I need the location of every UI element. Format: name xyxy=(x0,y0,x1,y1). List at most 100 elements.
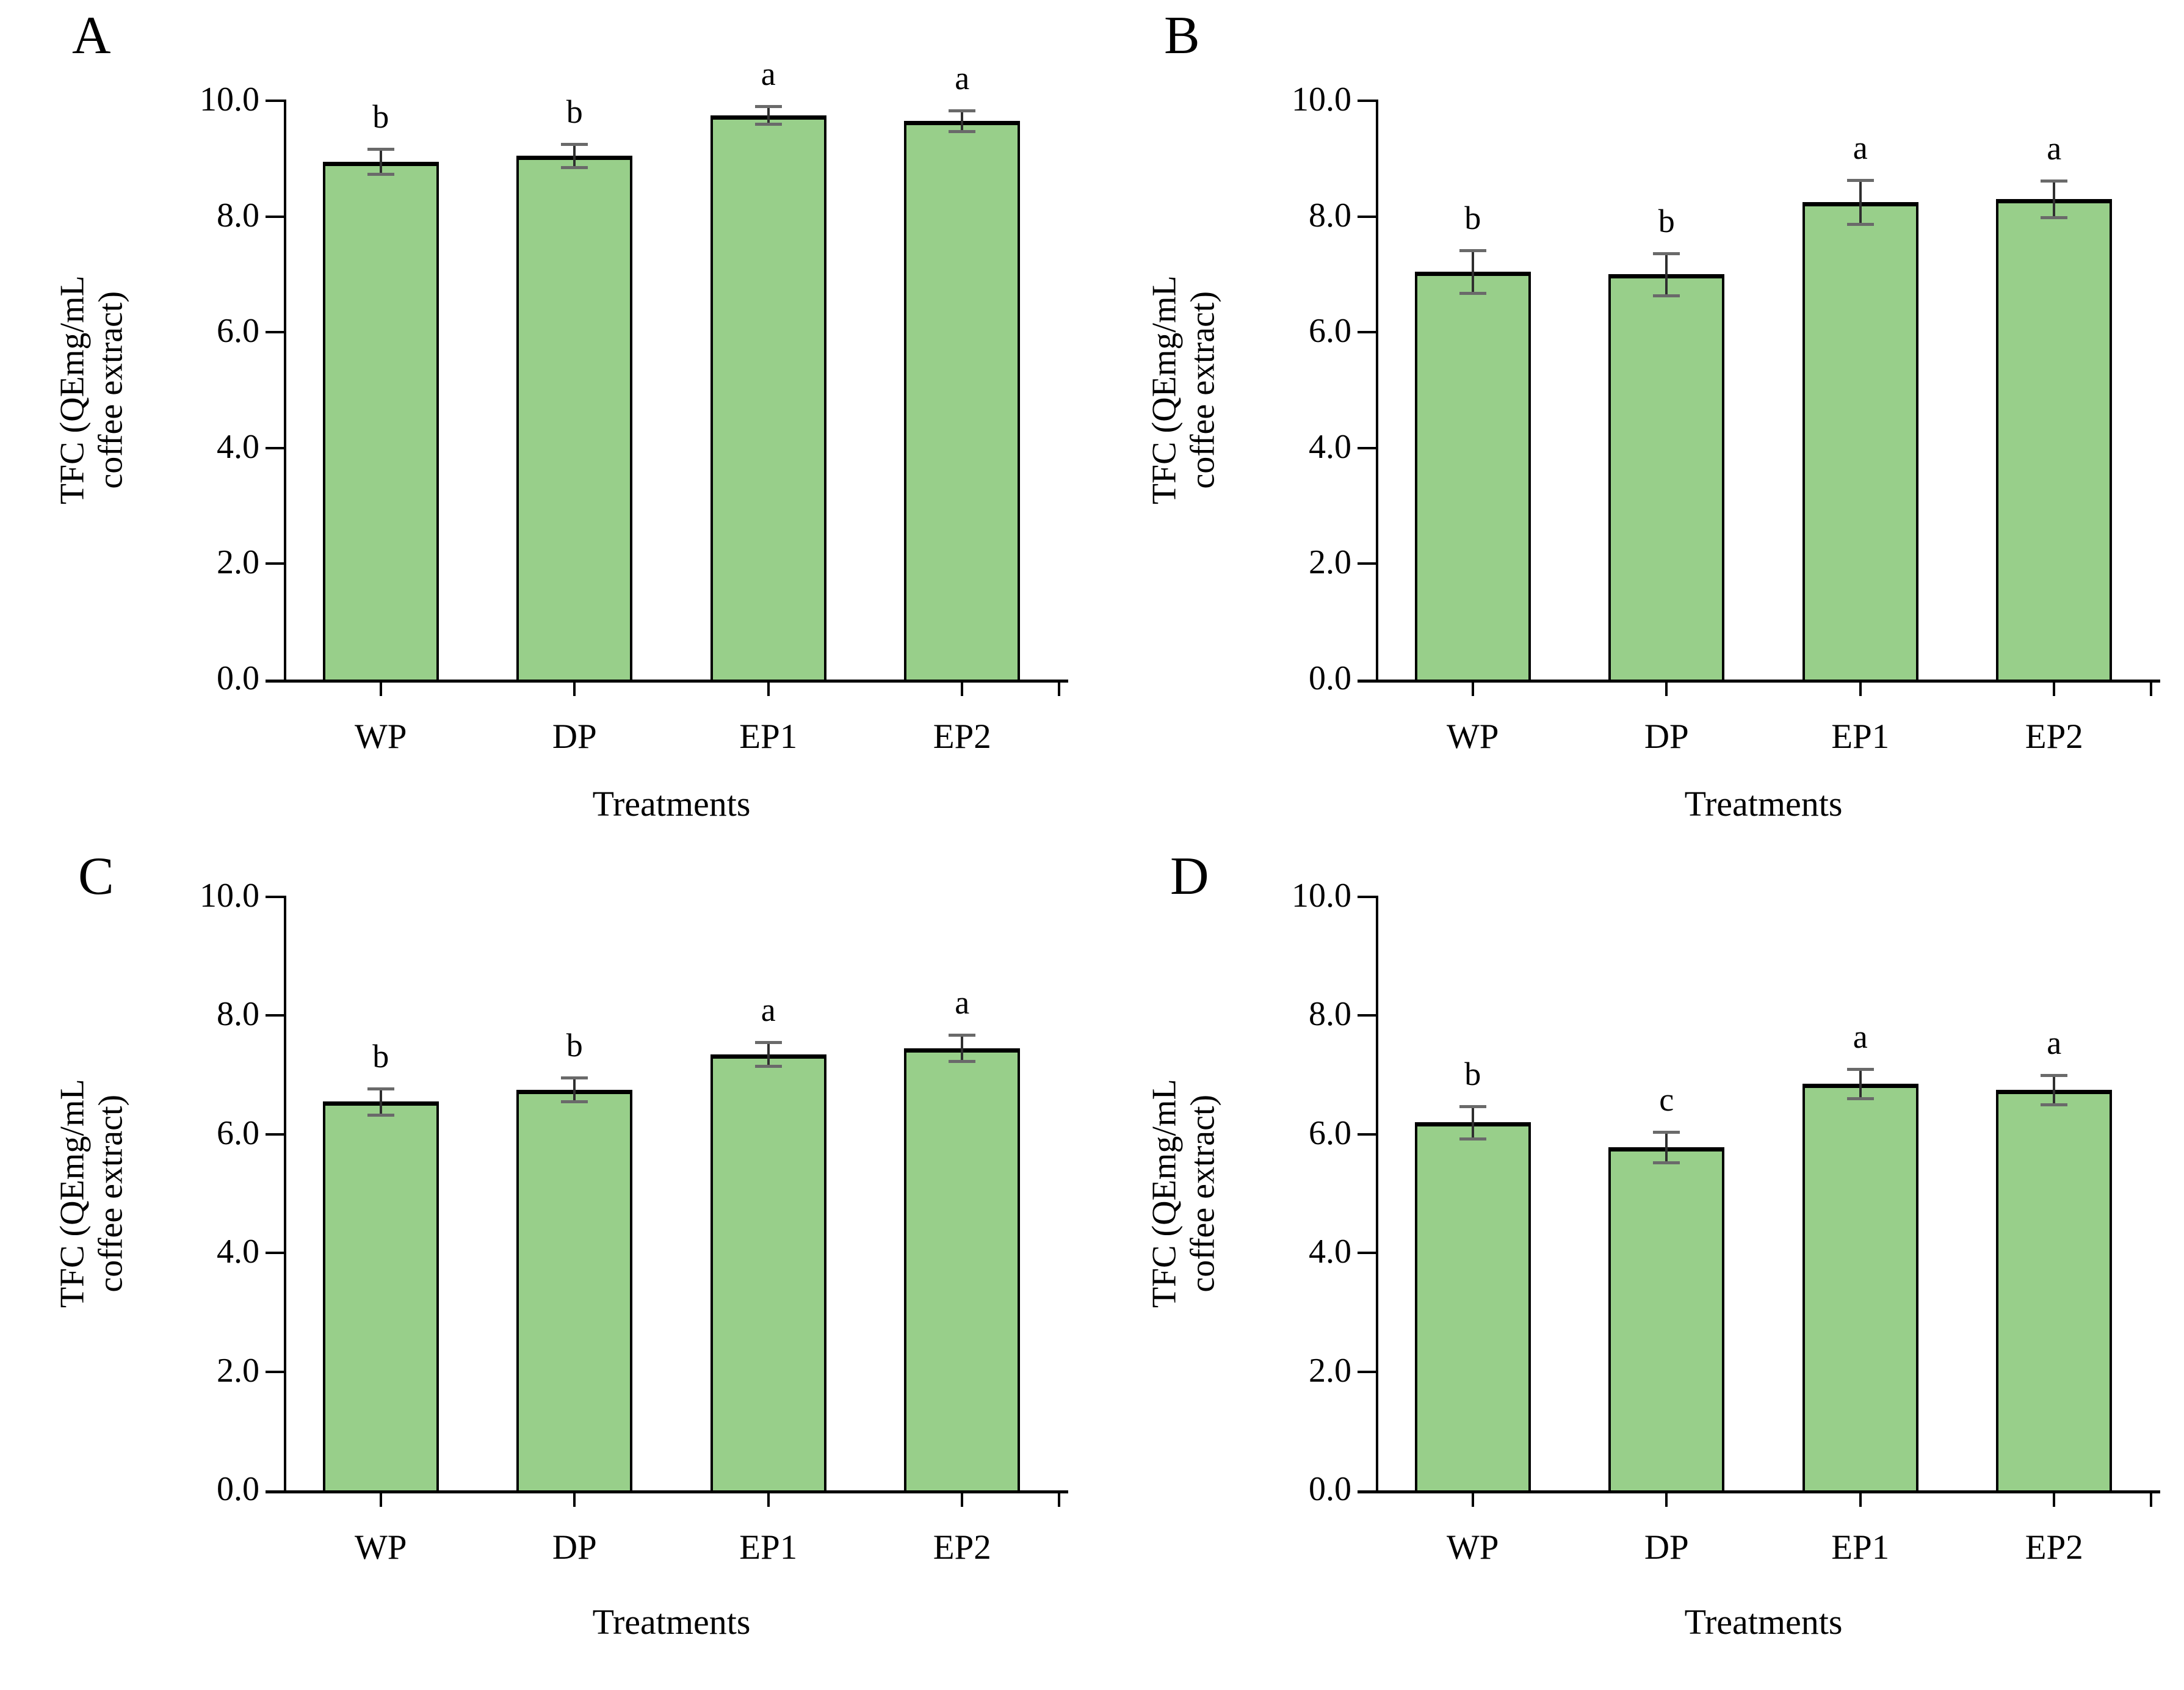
y-axis-line xyxy=(284,100,286,682)
x-tick-mark xyxy=(961,683,964,696)
error-bar-cap-bottom xyxy=(1846,1097,1874,1101)
y-tick-label: 2.0 xyxy=(217,1351,259,1390)
error-bar-cap-bottom xyxy=(1653,1161,1680,1165)
sig-letter: a xyxy=(1853,129,1868,166)
panel-letter: B xyxy=(1164,6,1200,65)
error-bar-line xyxy=(961,1035,964,1062)
y-tick-mark xyxy=(1358,331,1376,334)
panel-a: A TFC (QEmg/mL coffee extract) 0.0 2.0 4.0 6.0… xyxy=(0,0,1092,845)
sig-letter: a xyxy=(2047,129,2062,167)
y-axis-label: TFC (QEmg/mL coffee extract) xyxy=(29,897,154,1490)
error-bar-line xyxy=(1471,250,1474,293)
error-bar-line xyxy=(961,111,964,132)
y-axis-line xyxy=(284,896,286,1493)
x-tick-mark xyxy=(1665,683,1668,696)
error-bar-cap-bottom xyxy=(1459,291,1486,295)
y-tick-mark xyxy=(266,1252,284,1255)
sig-letter: a xyxy=(761,56,776,93)
x-tick-mark xyxy=(767,683,770,696)
y-tick-label: 0.0 xyxy=(1309,1470,1351,1508)
x-category-label: EP2 xyxy=(933,717,991,756)
y-tick-mark xyxy=(266,446,284,449)
y-tick-label: 2.0 xyxy=(1309,1351,1351,1390)
bar-ep1 xyxy=(1802,201,1918,680)
y-tick-label: 10.0 xyxy=(1292,877,1351,915)
bar-wp xyxy=(322,161,439,680)
error-bar-cap-bottom xyxy=(754,1065,782,1068)
error-bar-cap-bottom xyxy=(561,166,588,170)
x-category-label: WP xyxy=(355,717,407,756)
bar-ep1 xyxy=(1802,1084,1918,1490)
error-bar-cap-bottom xyxy=(561,1100,588,1104)
error-bar-cap-top xyxy=(949,1034,976,1037)
bar-wp xyxy=(1414,1122,1531,1490)
x-category-label: EP1 xyxy=(1831,1528,1890,1567)
sig-letter: a xyxy=(1853,1018,1868,1055)
error-bar-line xyxy=(767,1042,770,1066)
sig-letter: a xyxy=(955,984,970,1021)
x-tick-mark xyxy=(573,683,576,696)
error-bar-cap-top xyxy=(754,1041,782,1045)
error-bar-cap-bottom xyxy=(2041,1103,2068,1107)
error-bar-cap-bottom xyxy=(1846,222,1874,226)
y-tick-label: 0.0 xyxy=(217,659,259,697)
x-tick-mark xyxy=(573,1493,576,1507)
y-tick-mark xyxy=(1358,215,1376,218)
error-bar-line xyxy=(1665,1131,1668,1163)
bar-ep2 xyxy=(904,121,1021,680)
y-tick-label: 8.0 xyxy=(217,995,259,1034)
x-axis-title: Treatments xyxy=(1684,784,1843,824)
y-tick-mark xyxy=(1358,1014,1376,1017)
y-tick-mark xyxy=(1358,1252,1376,1255)
y-tick-mark xyxy=(1358,1370,1376,1373)
x-category-label: DP xyxy=(1644,717,1689,756)
panel-letter: D xyxy=(1170,847,1209,906)
x-tick-mark xyxy=(2053,1493,2056,1507)
x-tick-mark xyxy=(767,1493,770,1507)
sig-letter: b xyxy=(566,93,583,131)
y-tick-label: 8.0 xyxy=(1309,995,1351,1034)
error-bar-cap-bottom xyxy=(367,173,394,176)
error-bar-cap-top xyxy=(1653,252,1680,256)
error-bar-cap-bottom xyxy=(949,1060,976,1064)
error-bar-line xyxy=(1471,1106,1474,1139)
sig-letter: b xyxy=(1464,1056,1481,1093)
error-bar-line xyxy=(2053,180,2056,218)
sig-letter: b xyxy=(566,1027,583,1064)
y-tick-label: 2.0 xyxy=(217,543,259,582)
x-category-label: EP2 xyxy=(2025,717,2083,756)
y-tick-label: 4.0 xyxy=(1309,1233,1351,1271)
x-tick-mark-end xyxy=(2150,683,2152,696)
y-tick-mark xyxy=(266,562,284,565)
error-bar-line xyxy=(573,1078,576,1102)
y-tick-mark xyxy=(1358,100,1376,102)
x-category-label: DP xyxy=(552,1528,597,1567)
y-tick-mark xyxy=(266,215,284,218)
x-tick-mark xyxy=(379,683,382,696)
x-tick-mark-end xyxy=(2150,1493,2152,1507)
y-tick-label: 6.0 xyxy=(217,312,259,350)
sig-letter: a xyxy=(2047,1024,2062,1061)
y-axis-label-text: TFC (QEmg/mL coffee extract) xyxy=(53,1079,130,1308)
y-tick-label: 6.0 xyxy=(217,1114,259,1152)
error-bar-line xyxy=(1859,180,1862,224)
bar-dp xyxy=(516,1089,633,1490)
x-axis-line xyxy=(266,1490,1068,1493)
error-bar-cap-bottom xyxy=(2041,216,2068,220)
y-axis-line xyxy=(1376,100,1378,682)
x-tick-mark xyxy=(1471,1493,1474,1507)
sig-letter: a xyxy=(955,60,970,97)
y-tick-label: 10.0 xyxy=(200,877,259,915)
error-bar-cap-top xyxy=(1459,1105,1486,1109)
y-tick-mark xyxy=(266,100,284,102)
x-tick-mark xyxy=(961,1493,964,1507)
bar-ep1 xyxy=(710,115,826,680)
error-bar-line xyxy=(1665,253,1668,296)
error-bar-line xyxy=(379,1088,382,1115)
x-category-label: EP1 xyxy=(1831,717,1890,756)
error-bar-cap-top xyxy=(1846,178,1874,182)
y-tick-mark xyxy=(266,1133,284,1136)
x-category-label: WP xyxy=(1447,717,1499,756)
bar-ep2 xyxy=(1996,1089,2113,1490)
